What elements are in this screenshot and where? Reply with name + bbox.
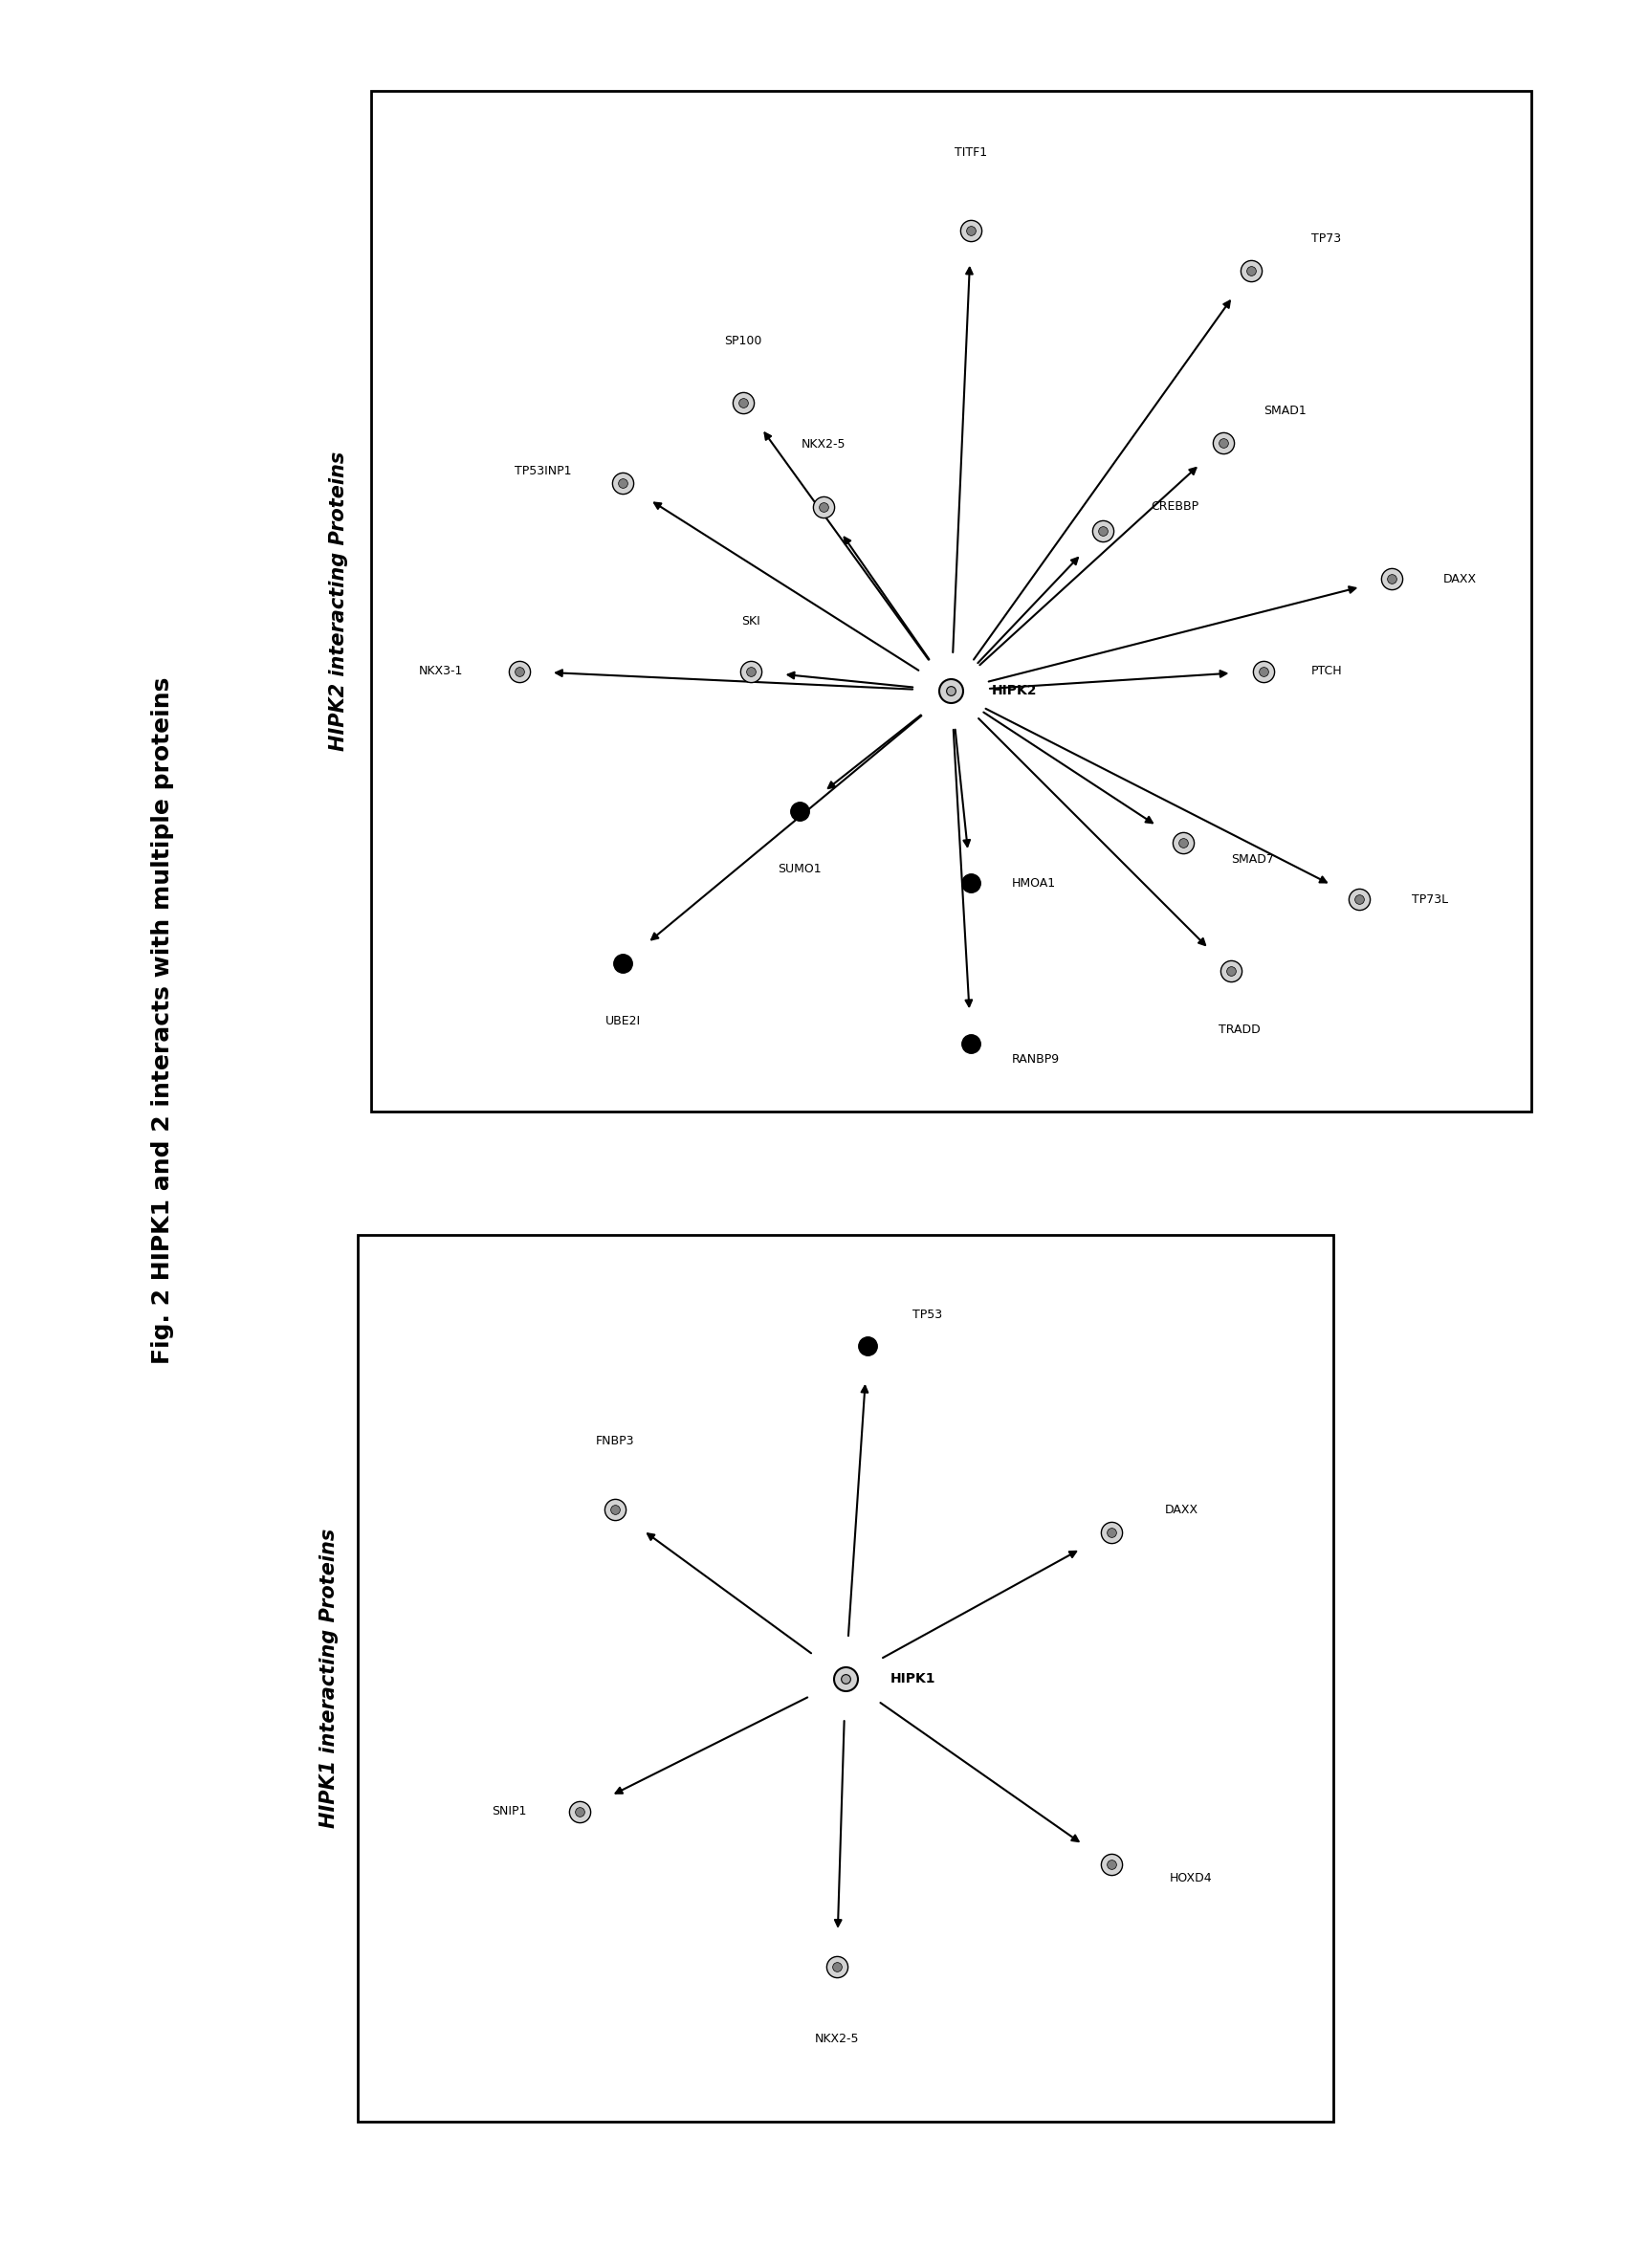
Text: HIPK2: HIPK2: [992, 685, 1037, 699]
Text: TP73L: TP73L: [1411, 894, 1447, 905]
Text: HIPK1: HIPK1: [889, 1672, 935, 1685]
Text: PTCH: PTCH: [1312, 665, 1343, 678]
Text: TRADD: TRADD: [1218, 1023, 1260, 1036]
Text: Fig. 2 HIPK1 and 2 interacts with multiple proteins: Fig. 2 HIPK1 and 2 interacts with multip…: [151, 678, 174, 1363]
Text: SUMO1: SUMO1: [777, 864, 821, 875]
Text: DAXX: DAXX: [1164, 1504, 1198, 1515]
Text: NKX3-1: NKX3-1: [418, 665, 463, 678]
Text: FNBP3: FNBP3: [595, 1436, 634, 1447]
Text: CREBBP: CREBBP: [1151, 501, 1200, 513]
Text: TP53INP1: TP53INP1: [514, 465, 571, 476]
Text: NKX2-5: NKX2-5: [802, 438, 846, 451]
Text: SP100: SP100: [724, 333, 763, 347]
Text: TITF1: TITF1: [954, 147, 987, 159]
Text: UBE2I: UBE2I: [605, 1016, 641, 1027]
Text: SNIP1: SNIP1: [491, 1805, 527, 1817]
Text: RANBP9: RANBP9: [1011, 1052, 1059, 1066]
Text: HIPK2 interacting Proteins: HIPK2 interacting Proteins: [328, 451, 348, 751]
Text: SKI: SKI: [741, 615, 761, 626]
Text: HIPK1 interacting Proteins: HIPK1 interacting Proteins: [319, 1529, 338, 1828]
Text: SMAD1: SMAD1: [1263, 404, 1306, 417]
Text: HOXD4: HOXD4: [1169, 1871, 1211, 1885]
Text: TP53: TP53: [912, 1309, 941, 1320]
Text: TP73: TP73: [1312, 234, 1341, 245]
Text: SMAD7: SMAD7: [1231, 853, 1275, 866]
Text: HMOA1: HMOA1: [1011, 878, 1055, 889]
Text: NKX2-5: NKX2-5: [815, 2032, 859, 2046]
Text: DAXX: DAXX: [1444, 574, 1476, 585]
